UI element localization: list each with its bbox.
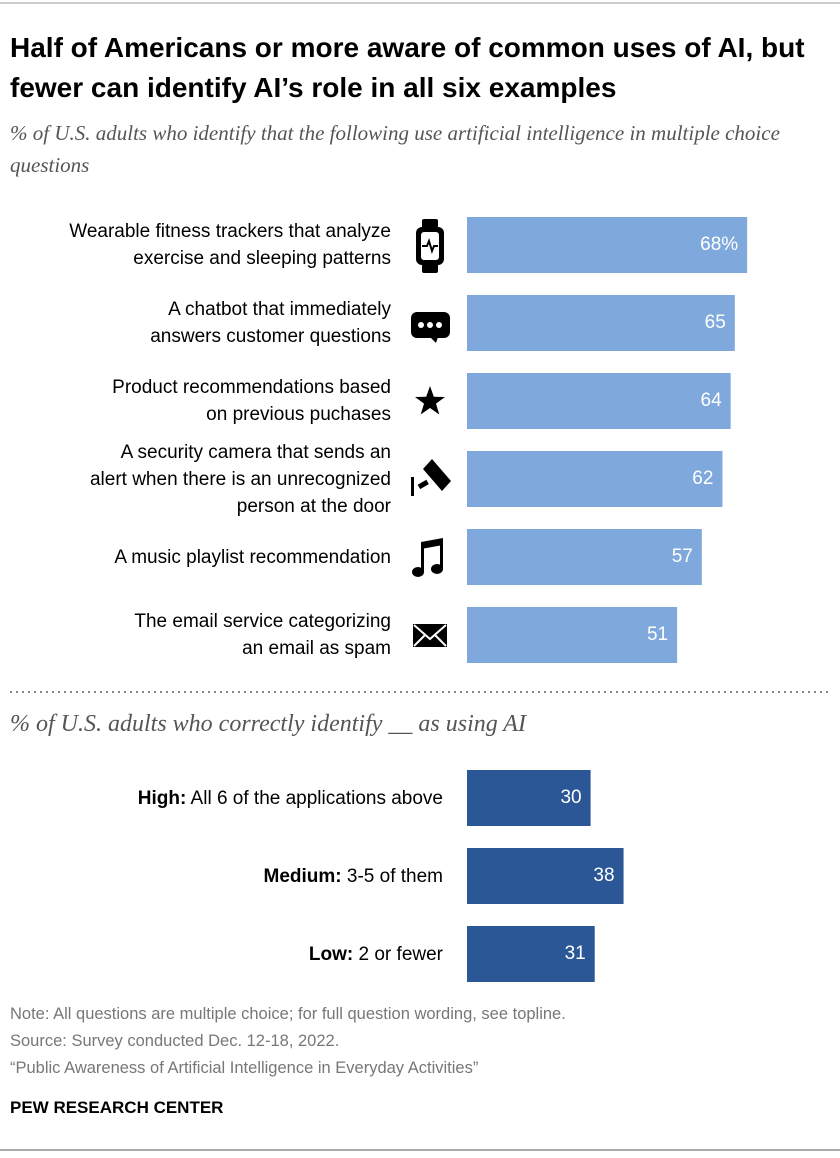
value-label: 31 <box>564 943 586 964</box>
label-text: High: All 6 of the applications above <box>138 785 443 812</box>
level: High: <box>137 787 187 809</box>
subtitle: % of U.S. adults who identify that the f… <box>10 121 780 177</box>
category-label: A security camera that sends an alert wh… <box>89 441 391 517</box>
mail-icon <box>413 624 447 647</box>
category-label: Wearable fitness trackers that analyze e… <box>69 221 391 269</box>
value-label: 38 <box>593 865 615 886</box>
music-icon <box>412 538 443 577</box>
value-label: 57 <box>671 546 693 567</box>
bar <box>467 217 748 273</box>
level: Low: <box>308 943 354 965</box>
star-icon <box>415 386 445 415</box>
bar <box>467 848 624 904</box>
chat-icon <box>411 312 450 343</box>
level: Medium: <box>263 865 342 887</box>
camera-icon <box>411 459 451 496</box>
label-text: Low: 2 or fewer <box>309 941 443 968</box>
value-label: 68% <box>700 234 739 255</box>
category-label: The email service categorizing an email … <box>134 611 391 659</box>
icons <box>411 219 451 647</box>
category-label: A music playlist recommendation <box>114 546 391 568</box>
category: All 6 of the applications above <box>190 787 443 809</box>
value-label: 62 <box>692 468 714 489</box>
value-label: 30 <box>560 787 582 808</box>
bar <box>467 529 702 585</box>
bar <box>467 607 678 663</box>
category-label: Medium: 3-5 of them <box>3 836 444 916</box>
value-label: 65 <box>704 312 726 333</box>
value-label: 64 <box>700 390 722 411</box>
footer: PEW RESEARCH CENTER <box>10 1098 224 1117</box>
category-label: High: All 6 of the applications above <box>3 758 443 838</box>
subtitle: % of U.S. adults who correctly identify … <box>10 711 526 737</box>
value-label: 51 <box>646 624 669 645</box>
category: 3-5 of them <box>346 865 443 887</box>
category-label: Product recommendations based on previou… <box>112 377 391 425</box>
source: Source: Survey conducted Dec. 12-18, 202… <box>10 1032 340 1050</box>
category: 2 or fewer <box>358 943 443 965</box>
title: Half of Americans or more aware of commo… <box>10 32 805 103</box>
bar <box>467 770 591 826</box>
note: Note: All questions are multiple choice;… <box>10 1005 566 1023</box>
category-label: Low: 2 or fewer <box>3 914 443 994</box>
watch-icon <box>416 219 444 273</box>
label-text: Medium: 3-5 of them <box>264 863 444 890</box>
bar <box>467 926 595 982</box>
bar <box>467 295 735 351</box>
bar <box>467 451 723 507</box>
category-label: A chatbot that immediately answers custo… <box>150 299 391 347</box>
report: “Public Awareness of Artificial Intellig… <box>10 1059 479 1077</box>
bar <box>467 373 731 429</box>
